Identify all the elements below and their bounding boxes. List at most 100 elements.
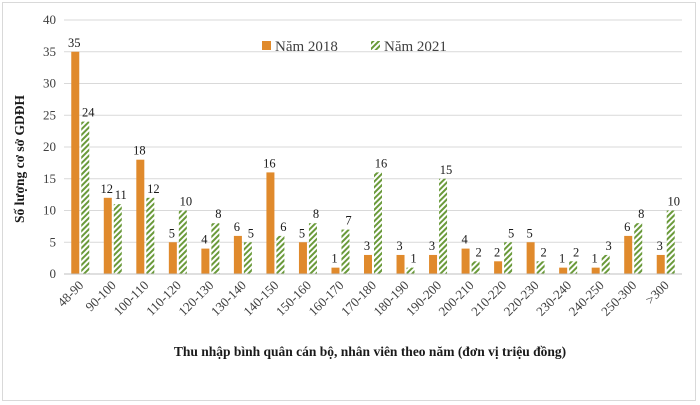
bar-2021 [439,178,448,274]
data-label-2021: 7 [345,214,351,228]
bar-2018 [201,248,210,274]
data-label-2021: 3 [606,239,612,253]
data-label-2018: 12 [101,182,114,196]
bar-2018 [559,267,568,274]
data-label-2021: 10 [667,195,680,209]
data-label-2021: 2 [573,245,579,259]
bar-2021 [276,235,285,274]
bar-2021 [601,254,610,274]
y-tick-label: 25 [43,107,56,122]
bar-2018 [526,242,535,274]
data-label-2021: 5 [248,226,254,240]
x-tick-label: 230-240 [533,278,574,319]
bar-2021 [374,172,382,274]
x-tick-label: 110-120 [143,278,184,319]
bar-2018 [266,172,275,274]
data-label-2018: 16 [263,156,276,170]
y-tick-label: 35 [43,44,56,59]
y-axis-ticks: 0 5 10 15 20 25 30 35 40 [43,12,56,281]
data-label-2021: 8 [313,207,319,221]
bar-2021 [569,261,578,274]
gridlines [64,19,682,243]
bar-2021 [243,242,252,274]
bar-2021 [308,223,317,274]
data-label-2018: 3 [396,239,402,253]
data-label-2021: 10 [180,195,193,209]
x-tick-label: 200-210 [435,278,476,319]
data-label-2018: 3 [429,239,435,253]
data-label-2021: 12 [147,182,160,196]
bar-2021 [341,229,350,274]
bar-2021 [634,223,643,274]
y-tick-label: 10 [43,203,56,218]
bar-2018 [71,51,80,274]
x-tick-label: 190-200 [403,278,444,319]
data-label-2021: 11 [115,188,127,202]
bar-2021 [504,242,513,274]
bar-2018 [461,248,470,274]
bars [71,51,675,274]
data-label-2021: 2 [475,245,481,259]
data-label-2018: 3 [364,239,370,253]
x-axis-title: Thu nhập bình quân cán bộ, nhân viên the… [174,344,566,359]
bar-2018 [103,197,112,274]
bar-2018 [364,254,372,274]
data-label-2018: 4 [201,233,208,247]
x-tick-label: >300 [642,278,672,308]
y-tick-label: 0 [50,266,57,281]
y-axis-title: Số lượng cơ sở GDĐH [12,94,27,223]
y-tick-label: 15 [43,171,56,186]
y-tick-label: 30 [43,76,56,91]
x-tick-label: 150-160 [273,278,314,319]
data-label-2018: 3 [657,239,663,253]
bar-2021 [211,223,220,274]
bar-2018 [331,267,340,274]
data-label-2021: 24 [82,106,95,120]
bar-2021 [406,267,415,274]
x-tick-label: 250-300 [598,278,639,319]
data-label-2021: 1 [410,252,416,266]
bar-2018 [396,254,405,274]
bar-2021 [146,197,155,274]
bar-2018 [168,242,177,274]
x-tick-label: 160-170 [305,278,346,319]
bar-2021 [471,261,480,274]
data-label-2018: 4 [461,233,468,247]
x-tick-label: 210-220 [468,278,509,319]
data-label-2018: 1 [559,252,565,266]
y-tick-label: 5 [50,234,57,249]
data-label-2021: 15 [440,163,453,177]
data-label-2018: 5 [299,226,305,240]
x-tick-label: 140-150 [240,278,281,319]
data-label-2018: 35 [68,36,81,50]
bar-2018 [298,242,307,274]
x-tick-label: 120-130 [175,278,216,319]
data-label-2018: 5 [527,226,533,240]
x-tick-label: 240-250 [566,278,607,319]
bar-2018 [591,267,600,274]
data-label-2021: 8 [215,207,221,221]
bar-2021 [666,210,675,274]
bar-2018 [233,235,242,274]
data-label-2021: 6 [280,220,286,234]
data-label-2021: 5 [508,226,514,240]
data-label-2021: 8 [638,207,644,221]
y-tick-label: 20 [43,139,56,154]
bar-2018 [429,254,438,274]
bar-2018 [494,261,503,274]
bar-2021 [536,261,545,274]
bar-2018 [136,159,145,274]
data-label-2021: 2 [541,245,547,259]
chart-frame [2,2,696,401]
legend-swatch-2018 [262,41,271,50]
data-label-2021: 16 [375,156,388,170]
data-label-2018: 2 [494,245,500,259]
x-axis-ticks: 48-9090-100100-110110-120120-130130-1401… [54,278,672,319]
x-tick-label: 220-230 [500,278,541,319]
bar-2018 [624,235,633,274]
bar-2021 [113,204,122,274]
data-label-2018: 1 [592,252,598,266]
data-label-2018: 6 [234,220,240,234]
bar-2021 [81,121,90,274]
